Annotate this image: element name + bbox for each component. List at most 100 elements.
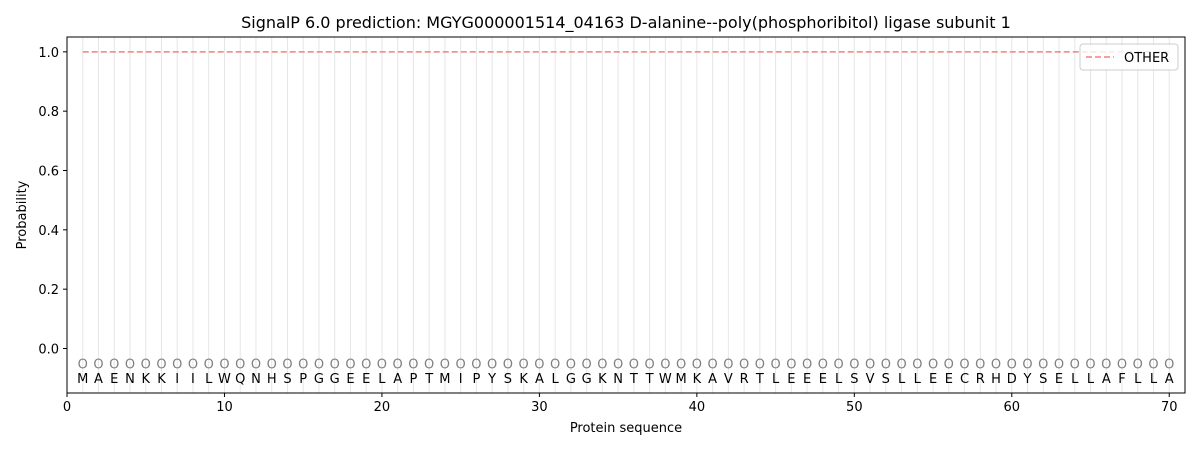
predicted-label: O (786, 357, 796, 372)
predicted-label: O (1148, 357, 1158, 372)
predicted-label: O (408, 357, 418, 372)
sequence-letter: E (803, 372, 811, 387)
predicted-label: O (204, 357, 214, 372)
predicted-label: O (1101, 357, 1111, 372)
predicted-label: O (881, 357, 891, 372)
predicted-label: O (991, 357, 1001, 372)
sequence-letter: W (218, 372, 231, 387)
sequence-letter: K (157, 372, 166, 387)
predicted-label: O (849, 357, 859, 372)
sequence-letter: D (1007, 372, 1017, 387)
sequence-letter: W (659, 372, 672, 387)
sequence-letter: G (582, 372, 592, 387)
sequence-letter: I (459, 372, 463, 387)
sequence-letter: R (740, 372, 749, 387)
sequence-letter: A (1165, 372, 1174, 387)
predicted-label: O (125, 357, 135, 372)
y-tick-label: 0.2 (38, 283, 59, 298)
predicted-label: O (141, 357, 151, 372)
sequence-letter: E (929, 372, 937, 387)
predicted-label: O (534, 357, 544, 372)
sequence-letter: E (110, 372, 118, 387)
predicted-label: O (267, 357, 277, 372)
predicted-label: O (1117, 357, 1127, 372)
sequence-letter: T (755, 372, 764, 387)
predicted-label: O (1007, 357, 1017, 372)
sequence-letter: A (1102, 372, 1111, 387)
sequence-letter: I (191, 372, 195, 387)
x-tick-label: 50 (846, 400, 863, 415)
chart-title: SignalP 6.0 prediction: MGYG000001514_04… (241, 13, 1011, 33)
sequence-letter: G (566, 372, 576, 387)
sequence-letter: L (1071, 372, 1079, 387)
predicted-label: O (1022, 357, 1032, 372)
x-tick-label: 20 (374, 400, 391, 415)
predicted-label: O (1133, 357, 1143, 372)
legend: OTHER (1079, 43, 1179, 71)
predicted-label: O (393, 357, 403, 372)
sequence-letter: T (645, 372, 654, 387)
sequence-letter: A (393, 372, 402, 387)
sequence-letter: L (205, 372, 213, 387)
predicted-label: O (833, 357, 843, 372)
sequence-letter: R (976, 372, 985, 387)
predicted-label: O (1164, 357, 1174, 372)
predicted-label: O (818, 357, 828, 372)
predicted-label: O (471, 357, 481, 372)
predicted-label: O (109, 357, 119, 372)
x-tick-label: 30 (531, 400, 548, 415)
sequence-letter: A (708, 372, 717, 387)
predicted-label: O (503, 357, 513, 372)
sequence-letter: L (1087, 372, 1095, 387)
predicted-label: O (361, 357, 371, 372)
sequence-letter: Y (487, 372, 496, 387)
sequence-letter: H (991, 372, 1001, 387)
predicted-label: O (959, 357, 969, 372)
sequence-letter: V (724, 372, 733, 387)
predicted-label: O (282, 357, 292, 372)
sequence-letter: K (693, 372, 702, 387)
sequence-letter: Y (1023, 372, 1032, 387)
x-axis-ticks: 0 10 20 30 40 50 60 70 (63, 393, 1178, 415)
predicted-label: O (582, 357, 592, 372)
sequence-letter: T (629, 372, 638, 387)
y-tick-label: 0.4 (38, 224, 59, 239)
predicted-label: O (330, 357, 340, 372)
sequence-letter: H (267, 372, 277, 387)
predicted-label: O (629, 357, 639, 372)
predicted-label: O (723, 357, 733, 372)
predicted-label: O (770, 357, 780, 372)
y-tick-label: 0.6 (38, 165, 59, 180)
sequence-letter: L (378, 372, 386, 387)
sequence-letter: S (504, 372, 512, 387)
sequence-letter: C (960, 372, 969, 387)
sequence-letter: V (866, 372, 875, 387)
sequence-letter: A (94, 372, 103, 387)
x-tick-label: 10 (216, 400, 233, 415)
predicted-label: O (377, 357, 387, 372)
sequence-letter: S (850, 372, 858, 387)
predicted-label: O (487, 357, 497, 372)
y-axis-ticks: 0.0 0.2 0.4 0.6 0.8 1.0 (38, 46, 67, 358)
sequence-letter: M (676, 372, 687, 387)
predicted-label: O (660, 357, 670, 372)
sequence-letter: E (346, 372, 354, 387)
sequence-letter: N (125, 372, 135, 387)
sequence-letter: P (472, 372, 480, 387)
x-tick-label: 60 (1004, 400, 1021, 415)
predicted-label: O (896, 357, 906, 372)
legend-box (1079, 43, 1179, 71)
predicted-label: O (298, 357, 308, 372)
predicted-label: O (314, 357, 324, 372)
predicted-label: O (597, 357, 607, 372)
predicted-label: O (912, 357, 922, 372)
predicted-label: O (944, 357, 954, 372)
x-axis-label: Protein sequence (570, 421, 682, 436)
sequence-letter: P (410, 372, 418, 387)
sequence-letter: F (1118, 372, 1125, 387)
sequence-letter: I (175, 372, 179, 387)
sequence-letter: L (1134, 372, 1142, 387)
